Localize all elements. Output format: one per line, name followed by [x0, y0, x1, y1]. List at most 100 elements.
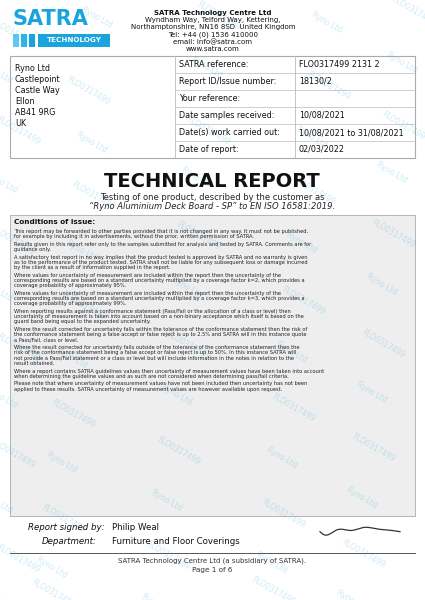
- Text: FLO0317499: FLO0317499: [290, 175, 336, 207]
- Text: SATRA reference:: SATRA reference:: [179, 60, 249, 69]
- Bar: [38, 34, 110, 47]
- Text: Ryno Ltd: Ryno Ltd: [0, 385, 19, 410]
- Text: FLO0317499: FLO0317499: [0, 18, 36, 50]
- Text: Ryno Ltd: Ryno Ltd: [310, 10, 344, 35]
- Text: Wyndham Way, Telford Way, Kettering,: Wyndham Way, Telford Way, Kettering,: [145, 17, 281, 23]
- Text: not provide a Pass/Fail statement or a class or level but will include informati: not provide a Pass/Fail statement or a c…: [14, 356, 294, 361]
- Text: TECHNOLOGY: TECHNOLOGY: [46, 37, 102, 43]
- Text: Ryno Ltd: Ryno Ltd: [150, 488, 184, 512]
- Text: TECHNICAL REPORT: TECHNICAL REPORT: [104, 172, 320, 191]
- Text: Page 1 of 6: Page 1 of 6: [192, 567, 232, 573]
- Text: Where values for uncertainty of measurement are included within the report then : Where values for uncertainty of measurem…: [14, 291, 281, 296]
- Text: FLO0317499: FLO0317499: [270, 392, 316, 424]
- Text: FLO0317499: FLO0317499: [305, 70, 351, 102]
- Text: Ryno Ltd: Ryno Ltd: [365, 272, 399, 296]
- Text: Date of report:: Date of report:: [179, 145, 238, 154]
- Text: Ryno Ltd: Ryno Ltd: [335, 588, 368, 600]
- Text: Ryno Ltd: Ryno Ltd: [45, 450, 79, 475]
- Text: FLO0317499: FLO0317499: [50, 398, 96, 430]
- Text: guidance only.: guidance only.: [14, 247, 51, 252]
- Text: Ryno Ltd: Ryno Ltd: [285, 230, 319, 254]
- Text: Ryno Ltd: Ryno Ltd: [65, 238, 99, 263]
- Text: Ryno Ltd: Ryno Ltd: [265, 445, 299, 470]
- Text: Ryno Ltd: Ryno Ltd: [0, 60, 14, 85]
- Text: Tel: +44 (0) 1536 410000: Tel: +44 (0) 1536 410000: [168, 32, 258, 38]
- Text: coverage probability of approximately 95%.: coverage probability of approximately 95…: [14, 283, 126, 288]
- Text: FLO0317499: FLO0317499: [0, 115, 41, 147]
- Text: corresponding results are based on a standard uncertainty multiplied by a covera: corresponding results are based on a sta…: [14, 296, 305, 301]
- Text: email: info@satra.com: email: info@satra.com: [173, 39, 252, 45]
- Text: the conformance statement being a false accept or false reject is up to 2.5% and: the conformance statement being a false …: [14, 332, 306, 337]
- Text: FLO0317499: FLO0317499: [40, 503, 86, 535]
- Text: FLO0317499: FLO0317499: [390, 0, 425, 27]
- Text: When reporting results against a conformance statement (Pass/Fail or the allocat: When reporting results against a conform…: [14, 309, 291, 314]
- Text: Ryno Ltd: Ryno Ltd: [0, 278, 14, 302]
- Text: Northamptonshire, NN16 8SD  United Kingdom: Northamptonshire, NN16 8SD United Kingdo…: [131, 25, 295, 31]
- Text: A satisfactory test report in no way implies that the product tested is approved: A satisfactory test report in no way imp…: [14, 255, 308, 260]
- Text: Philip Weal: Philip Weal: [112, 523, 159, 532]
- Text: FLO0317499: FLO0317499: [350, 432, 396, 464]
- Text: FLO0317499: FLO0317499: [0, 225, 36, 257]
- Text: Date samples received:: Date samples received:: [179, 111, 275, 120]
- Text: result obtained.: result obtained.: [14, 361, 54, 366]
- Text: FLO0317499: FLO0317499: [70, 180, 116, 212]
- Text: FLO0317499: FLO0317499: [280, 285, 326, 317]
- Text: Ryno Ltd: Ryno Ltd: [170, 275, 204, 299]
- Text: Ryno Ltd: Ryno Ltd: [0, 590, 19, 600]
- Text: guard band being equal to the expanded uncertainty.: guard band being equal to the expanded u…: [14, 319, 151, 325]
- Text: 02/03/2022: 02/03/2022: [299, 145, 345, 154]
- Text: FLO0317499: FLO0317499: [165, 330, 211, 362]
- Text: SATRA: SATRA: [13, 9, 89, 29]
- Text: UK: UK: [15, 119, 26, 128]
- Text: FLO0317499: FLO0317499: [0, 332, 41, 364]
- Text: FLO0317499: FLO0317499: [185, 115, 231, 147]
- Text: FLO0317499 2131 2: FLO0317499 2131 2: [299, 60, 380, 69]
- Text: Ryno Ltd: Ryno Ltd: [255, 550, 289, 575]
- Text: Date(s) work carried out:: Date(s) work carried out:: [179, 128, 280, 137]
- Text: Ryno Ltd: Ryno Ltd: [35, 555, 68, 580]
- Text: Ryno Ltd: Ryno Ltd: [75, 130, 109, 155]
- Text: FLO0317499: FLO0317499: [155, 435, 201, 467]
- Text: Results given in this report refer only to the samples submitted for analysis an: Results given in this report refer only …: [14, 242, 311, 247]
- Text: 10/08/2021: 10/08/2021: [299, 111, 345, 120]
- Text: FLO0317499: FLO0317499: [195, 0, 241, 32]
- Bar: [13, 34, 19, 47]
- Text: Ryno Ltd: Ryno Ltd: [160, 382, 194, 407]
- Text: by the client as a result of information supplied in the report.: by the client as a result of information…: [14, 265, 170, 270]
- Text: Ellon: Ellon: [15, 97, 34, 106]
- Text: Department:: Department:: [42, 537, 97, 546]
- Text: FLO0317499: FLO0317499: [360, 328, 406, 360]
- Text: Please note that where uncertainty of measurement values have not been included : Please note that where uncertainty of me…: [14, 382, 307, 386]
- Text: for example by including it in advertisements, without the prior, written permis: for example by including it in advertise…: [14, 234, 254, 239]
- Bar: [21, 34, 27, 47]
- Text: FLO0317499: FLO0317499: [370, 218, 416, 250]
- Text: Ryno Ltd: Ryno Ltd: [345, 485, 379, 509]
- Text: Ryno Ltd: Ryno Ltd: [55, 345, 89, 370]
- Text: coverage probability of approximately 99%.: coverage probability of approximately 99…: [14, 301, 127, 307]
- Text: uncertainty of measurement is taken into account based on a non-binary acceptanc: uncertainty of measurement is taken into…: [14, 314, 304, 319]
- Text: Your reference:: Your reference:: [179, 94, 240, 103]
- Text: This report may be forwarded to other parties provided that it is not changed in: This report may be forwarded to other pa…: [14, 229, 308, 234]
- Text: Ryno Ltd: Ryno Ltd: [355, 380, 388, 404]
- Text: FLO0317499: FLO0317499: [0, 438, 36, 470]
- Text: Furniture and Floor Coverings: Furniture and Floor Coverings: [112, 537, 240, 546]
- Text: Ryno Ltd: Ryno Ltd: [0, 490, 14, 515]
- Text: Where a report contains SATRA guidelines values then uncertainty of measurement : Where a report contains SATRA guidelines…: [14, 368, 324, 374]
- Text: Ryno Ltd: Ryno Ltd: [190, 55, 224, 80]
- Text: FLO0317499: FLO0317499: [380, 110, 425, 142]
- Text: FLO0317499: FLO0317499: [340, 538, 386, 570]
- Text: FLO0317499: FLO0317499: [175, 220, 221, 252]
- Text: 10/08/2021 to 31/08/2021: 10/08/2021 to 31/08/2021: [299, 128, 404, 137]
- Text: Where the result corrected for uncertainty falls within the tolerance of the con: Where the result corrected for uncertain…: [14, 327, 307, 332]
- Text: applied to these results. SATRA uncertainty of measurement values are however av: applied to these results. SATRA uncertai…: [14, 386, 282, 392]
- Text: FLO0317499: FLO0317499: [30, 578, 76, 600]
- Text: Ryno Ltd: Ryno Ltd: [375, 160, 408, 185]
- Text: 18130/2: 18130/2: [299, 77, 332, 86]
- Text: Ryno Ltd: Ryno Ltd: [180, 165, 214, 190]
- Text: Castle Way: Castle Way: [15, 86, 60, 95]
- Text: Ryno Ltd: Ryno Ltd: [80, 5, 113, 29]
- Bar: [10, 56, 415, 158]
- Text: FLO0317499: FLO0317499: [145, 540, 191, 572]
- Text: Where the result corrected for uncertainty falls outside of the tolerance of the: Where the result corrected for uncertain…: [14, 345, 300, 350]
- Text: Castlepoint: Castlepoint: [15, 75, 61, 84]
